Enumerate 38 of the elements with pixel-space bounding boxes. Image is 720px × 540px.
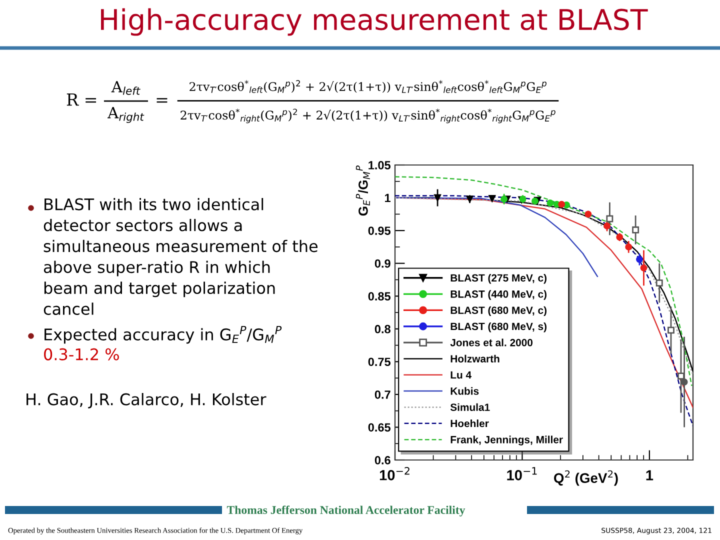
y-axis-title: G$_{E}$$^{P}$/G$_{M}$$^{P}$ bbox=[356, 165, 370, 216]
text: Thomas Jefferson National Accelerator Facility bbox=[226, 506, 466, 516]
x-tick-label: 10$^{−1}$ bbox=[507, 467, 537, 480]
y-tick-label: 0.7 bbox=[374, 390, 390, 399]
y-tick-label: 0.95 bbox=[368, 226, 391, 235]
x-axis-title: Q$^{2}$ (GeV$^{2}$) bbox=[554, 470, 618, 486]
y-tick-label: 0.8 bbox=[374, 324, 390, 334]
y-tick-label: 1 bbox=[385, 194, 391, 202]
text: 2τv$_{T′}$cosθ$^{*}$$_{right}$(G$_{M}$$^{p}$)$^{2}$ + 2√(2τ(1+τ)) v$_{LT′}$sinθ$^{*}$$_{right}$cosθ$^{*}$$_{right}$G$_{M}$$^{p}$G$_{E}$$^{p}$ bbox=[180, 108, 556, 124]
chart-title: High-accuracy measurement at BLAST bbox=[101, 8, 648, 36]
y-tick-label: 0.9 bbox=[374, 259, 390, 268]
legend-label: BLAST (680 MeV, s) bbox=[450, 322, 546, 332]
text: A$_{right}$ bbox=[108, 107, 144, 123]
y-tick-label: 0.6 bbox=[374, 456, 390, 464]
text: R = bbox=[66, 93, 96, 106]
y-tick-label: 0.75 bbox=[368, 358, 391, 366]
text: BLAST with its two identical detector sectors allows a simultaneous measurement of the above super-ratio R in which beam and target polarization cancel bbox=[44, 198, 318, 315]
legend-label: Holzwarth bbox=[450, 354, 500, 362]
legend-label: Lu 4 bbox=[450, 371, 472, 379]
legend-label: Kubis bbox=[450, 387, 479, 395]
x-tick-label: 10$^{−2}$ bbox=[380, 467, 410, 480]
text: A$_{left}$ bbox=[111, 81, 140, 95]
text: Expected accuracy in G$_{E}$$^{P}$/G$_{M}$$^{P}$ bbox=[44, 326, 282, 344]
text: = bbox=[156, 98, 168, 103]
y-tick-label: 0.85 bbox=[368, 292, 391, 301]
legend-label: Frank, Jennings, Miller bbox=[450, 436, 563, 446]
legend-label: BLAST (440 MeV, c) bbox=[450, 290, 546, 300]
y-tick-label: 1.05 bbox=[368, 161, 391, 170]
x-tick-label: 1 bbox=[646, 470, 654, 480]
text: 2τv$_{T′}$cosθ$^{*}$$_{left}$(G$_{M}$$^{p}$)$^{2}$ + 2√(2τ(1+τ)) v$_{LT′}$sinθ$^{*}$$_{left}$cosθ$^{*}$$_{left}$G$_{M}$$^{p}$G$_{E}$$^{p}$ bbox=[190, 80, 546, 94]
legend-label: Hoehler bbox=[450, 419, 489, 428]
legend-label: BLAST (275 MeV, c) bbox=[450, 274, 546, 284]
legend-label: BLAST (680 MeV, c) bbox=[450, 306, 546, 316]
legend-label: Simula1 bbox=[450, 403, 490, 411]
text: 0.3-1.2 % bbox=[44, 348, 119, 360]
legend-label: Jones et al. 2000 bbox=[450, 338, 533, 346]
text: H. Gao, J.R. Calarco, H. Kolster bbox=[26, 393, 266, 408]
y-tick-label: 0.65 bbox=[368, 423, 391, 432]
